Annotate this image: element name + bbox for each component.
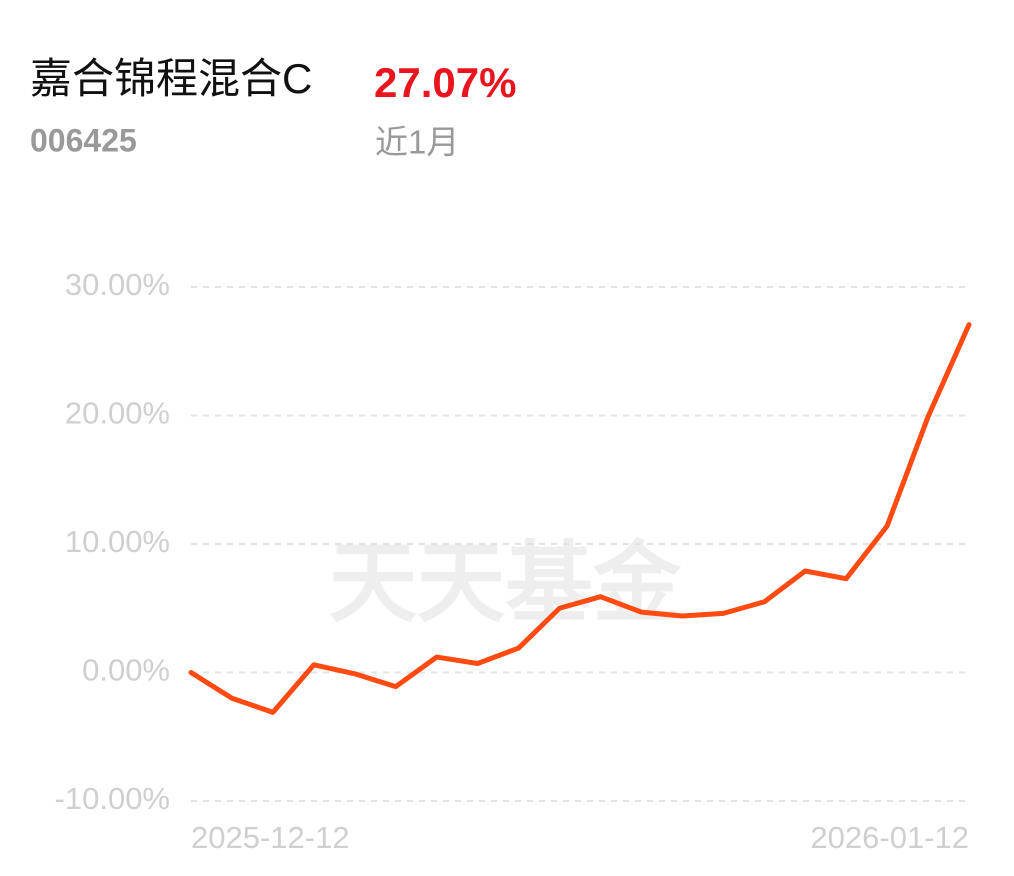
- watermark: 天天基金: [329, 533, 682, 632]
- fund-return: 27.07%: [374, 59, 516, 106]
- x-tick-label: 2025-12-12: [191, 820, 350, 855]
- y-tick-label: 30.00%: [65, 267, 170, 302]
- y-tick-label: 10.00%: [65, 524, 170, 559]
- y-tick-label: -10.00%: [55, 781, 170, 816]
- y-tick-label: 20.00%: [65, 396, 170, 431]
- fund-code: 006425: [30, 122, 137, 158]
- fund-name: 嘉合锦程混合C: [30, 55, 312, 102]
- data-line: [188, 322, 972, 715]
- y-tick-label: 0.00%: [82, 653, 170, 688]
- period-label: 近1月: [375, 124, 459, 161]
- x-tick-label: 2026-01-12: [810, 820, 969, 855]
